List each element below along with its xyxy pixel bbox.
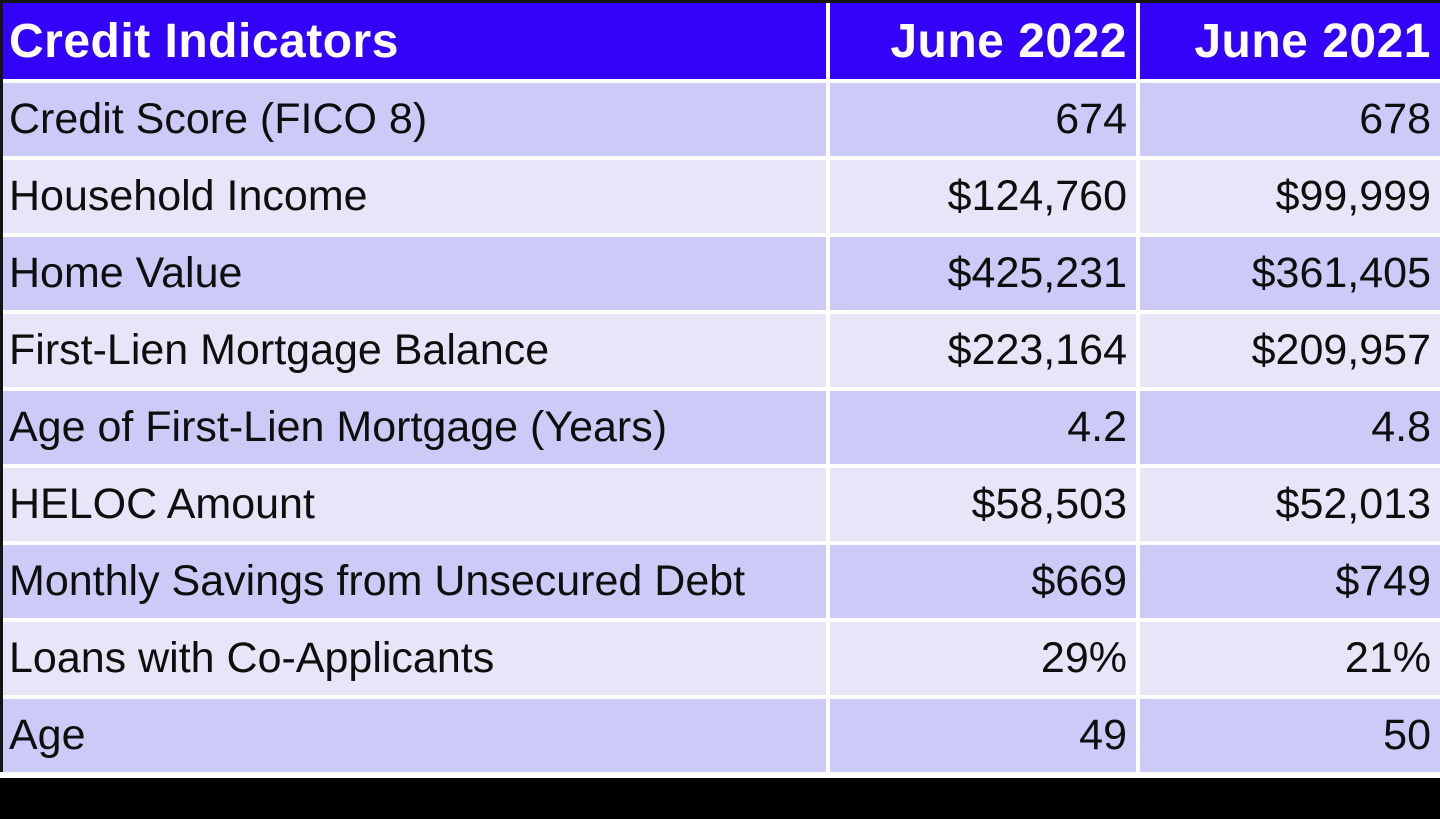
table-header-row: Credit Indicators June 2022 June 2021 (3, 3, 1440, 79)
table-row-household-income: Household Income $124,760 $99,999 (3, 160, 1440, 233)
table-row-first-lien-balance: First-Lien Mortgage Balance $223,164 $20… (3, 314, 1440, 387)
bottom-black-bar (0, 778, 1440, 819)
row-value-2022: $425,231 (830, 237, 1136, 310)
row-value-2022: $223,164 (830, 314, 1136, 387)
row-value-2021: 678 (1140, 83, 1440, 156)
row-label: Credit Score (FICO 8) (3, 83, 826, 156)
row-value-2022: $58,503 (830, 468, 1136, 541)
table-row-co-applicants: Loans with Co-Applicants 29% 21% (3, 622, 1440, 695)
row-value-2022: 4.2 (830, 391, 1136, 464)
row-label: Monthly Savings from Unsecured Debt (3, 545, 826, 618)
table-row-credit-score: Credit Score (FICO 8) 674 678 (3, 83, 1440, 156)
row-label: Household Income (3, 160, 826, 233)
column-header-june-2022: June 2022 (830, 3, 1136, 79)
row-value-2022: $669 (830, 545, 1136, 618)
row-value-2022: 49 (830, 699, 1136, 772)
column-header-june-2021: June 2021 (1140, 3, 1440, 79)
row-value-2021: 50 (1140, 699, 1440, 772)
row-value-2022: 674 (830, 83, 1136, 156)
credit-indicators-table: Credit Indicators June 2022 June 2021 Cr… (0, 0, 1440, 772)
row-value-2021: $99,999 (1140, 160, 1440, 233)
row-value-2021: $209,957 (1140, 314, 1440, 387)
table-row-age: Age 49 50 (3, 699, 1440, 772)
row-value-2021: 21% (1140, 622, 1440, 695)
row-value-2022: $124,760 (830, 160, 1136, 233)
row-value-2022: 29% (830, 622, 1136, 695)
table-row-mortgage-age: Age of First-Lien Mortgage (Years) 4.2 4… (3, 391, 1440, 464)
row-label: First-Lien Mortgage Balance (3, 314, 826, 387)
row-value-2021: $749 (1140, 545, 1440, 618)
row-label: HELOC Amount (3, 468, 826, 541)
row-value-2021: 4.8 (1140, 391, 1440, 464)
row-value-2021: $52,013 (1140, 468, 1440, 541)
row-label: Home Value (3, 237, 826, 310)
row-label: Age of First-Lien Mortgage (Years) (3, 391, 826, 464)
table-row-monthly-savings: Monthly Savings from Unsecured Debt $669… (3, 545, 1440, 618)
table-row-heloc-amount: HELOC Amount $58,503 $52,013 (3, 468, 1440, 541)
table-row-home-value: Home Value $425,231 $361,405 (3, 237, 1440, 310)
row-value-2021: $361,405 (1140, 237, 1440, 310)
row-label: Age (3, 699, 826, 772)
table-title: Credit Indicators (3, 3, 826, 79)
row-label: Loans with Co-Applicants (3, 622, 826, 695)
